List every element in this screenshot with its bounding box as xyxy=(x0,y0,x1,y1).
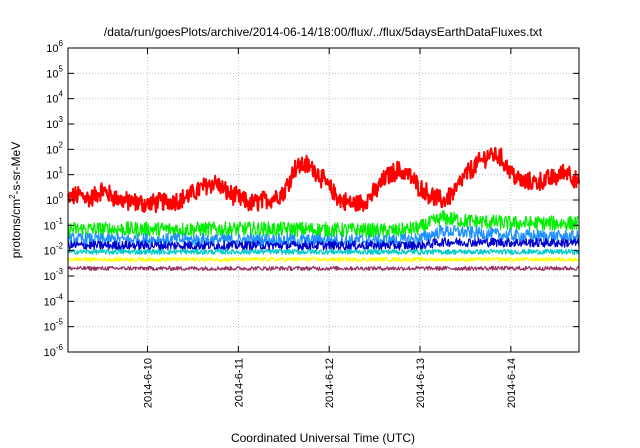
y-axis-label-exponent: 2 xyxy=(8,194,17,199)
y-tick-label-base: 10 xyxy=(46,43,58,55)
y-tick-label-base: 10 xyxy=(46,195,58,207)
axis-layer: 10-610-510-410-310-210-11001011021031041… xyxy=(44,39,579,408)
x-tick-label: 2014-6-11 xyxy=(233,358,245,407)
x-tick-label: 2014-6-13 xyxy=(415,358,427,408)
y-axis-label-suffix: -s-sr-MeV xyxy=(9,142,23,195)
plot-frame xyxy=(67,47,580,353)
y-tick-label-exponent: 5 xyxy=(59,64,64,73)
series-layer xyxy=(67,147,580,271)
y-tick-label-base: 10 xyxy=(44,347,56,359)
y-axis-label: protons/cm2-s-sr-MeV xyxy=(8,142,23,258)
y-tick-label-base: 10 xyxy=(44,296,56,308)
series-line-1 xyxy=(67,147,580,214)
y-tick-label-exponent: -4 xyxy=(56,292,64,301)
y-axis-label-prefix: protons/cm xyxy=(9,199,23,258)
y-tick-label-exponent: -1 xyxy=(56,216,64,225)
y-tick-label: 102 xyxy=(46,140,63,156)
y-tick-label-exponent: 4 xyxy=(59,90,64,99)
y-tick-label-base: 10 xyxy=(46,144,58,156)
y-tick-label-base: 10 xyxy=(46,94,58,106)
y-tick-label-base: 10 xyxy=(46,119,58,131)
x-tick-label: 2014-6-10 xyxy=(142,358,154,408)
y-tick-label-base: 10 xyxy=(44,246,56,258)
y-tick-label-exponent: -5 xyxy=(56,318,64,327)
y-tick-label: 101 xyxy=(46,166,63,182)
y-tick-label: 104 xyxy=(46,90,63,106)
y-tick-label-base: 10 xyxy=(44,322,56,334)
y-tick-label: 10-1 xyxy=(44,216,64,232)
y-tick-label: 100 xyxy=(46,191,63,207)
series-line-2 xyxy=(67,210,580,239)
y-tick-label-exponent: 3 xyxy=(59,115,64,124)
y-tick-label: 10-4 xyxy=(44,292,64,308)
series-line-4 xyxy=(67,236,580,251)
y-tick-label-exponent: 1 xyxy=(59,166,64,175)
series-line-5 xyxy=(67,248,580,255)
y-tick-label-exponent: -2 xyxy=(56,242,64,251)
y-tick-label: 103 xyxy=(46,115,63,131)
y-tick-label-base: 10 xyxy=(44,220,56,232)
y-tick-label: 10-2 xyxy=(44,242,64,258)
y-tick-label: 10-6 xyxy=(44,343,64,359)
y-tick-label-exponent: 6 xyxy=(59,39,64,48)
y-tick-label: 106 xyxy=(46,39,63,55)
y-tick-label: 10-5 xyxy=(44,318,64,334)
y-tick-label-base: 10 xyxy=(46,68,58,80)
x-tick-label: 2014-6-12 xyxy=(324,358,336,408)
chart-title: /data/run/goesPlots/archive/2014-06-14/1… xyxy=(104,25,543,39)
y-tick-label: 105 xyxy=(46,64,63,80)
x-axis-label: Coordinated Universal Time (UTC) xyxy=(231,431,415,445)
y-tick-label-exponent: -6 xyxy=(56,343,64,352)
series-line-6 xyxy=(67,256,580,263)
y-tick-label: 10-3 xyxy=(44,267,64,283)
y-tick-label-base: 10 xyxy=(46,170,58,182)
y-tick-label-exponent: -3 xyxy=(56,267,64,276)
y-tick-label-base: 10 xyxy=(44,271,56,283)
series-line-3 xyxy=(67,224,580,248)
y-tick-label-exponent: 2 xyxy=(59,140,64,149)
x-tick-label: 2014-6-14 xyxy=(506,358,518,408)
series-line-7 xyxy=(67,265,580,271)
y-tick-label-exponent: 0 xyxy=(59,191,64,200)
